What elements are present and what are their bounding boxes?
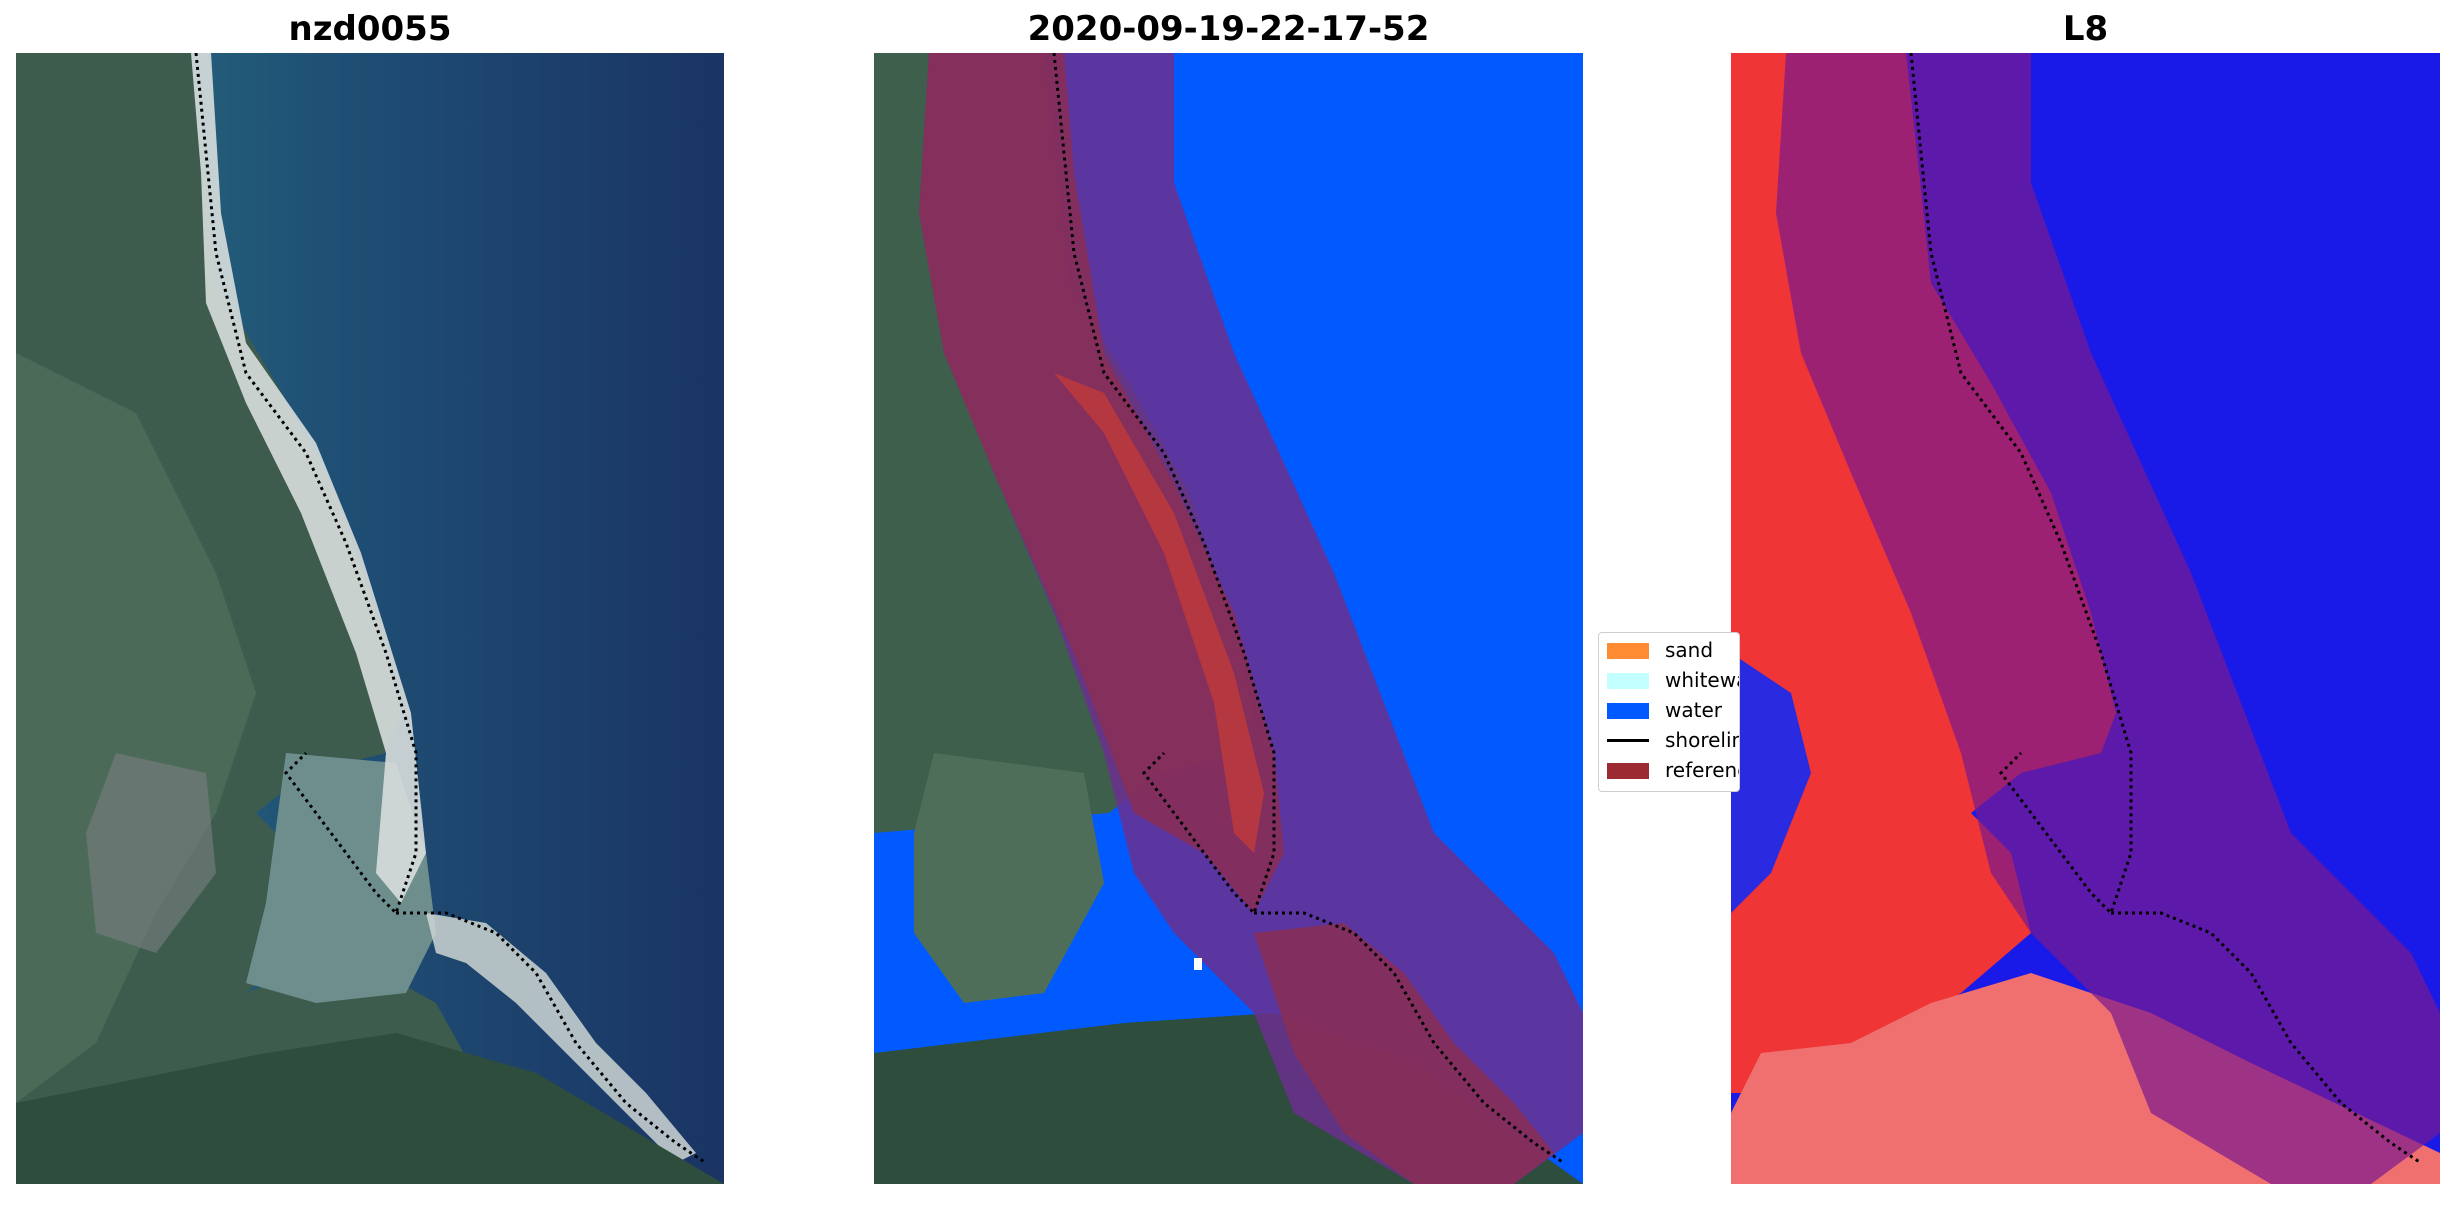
- legend-item-sand: sand: [1599, 636, 1739, 664]
- reference-buffer-swatch: [1607, 763, 1649, 779]
- sand-class-strip: [1054, 373, 1264, 853]
- inland-water-index: [1731, 653, 1811, 913]
- legend-item-water: water: [1599, 696, 1739, 724]
- satellite-image-panel: [16, 53, 724, 1184]
- land-peninsula: [914, 753, 1104, 1003]
- whitewater-pixel: [1194, 958, 1202, 970]
- legend-label: reference shoreline buffer: [1665, 758, 1739, 782]
- bare-ground: [86, 753, 216, 953]
- whitewater-swatch: [1607, 673, 1649, 689]
- legend-label: water: [1665, 698, 1722, 722]
- shoreline-contour: [1909, 53, 2422, 1165]
- panel-title-image: nzd0055: [288, 9, 452, 49]
- classification-image: [874, 53, 1583, 1184]
- legend-label: shoreline: [1665, 728, 1739, 752]
- buffer-over-spit: [1254, 923, 1554, 1184]
- shoreline-contour: [194, 53, 707, 1165]
- index-image: [1731, 53, 2440, 1184]
- legend-item-shoreline: shoreline: [1599, 726, 1739, 754]
- reference-shoreline-buffer: [1776, 53, 2440, 1184]
- legend-item-whitewater: whitewater: [1599, 666, 1739, 694]
- panel-title-classification: 2020-09-19-22-17-52: [1027, 9, 1430, 49]
- sand-beach: [191, 53, 426, 903]
- legend-item-reference-buffer: reference shoreline buffer: [1599, 756, 1739, 784]
- shoreline-line-swatch: [1607, 739, 1649, 742]
- water-swatch: [1607, 703, 1649, 719]
- satellite-image: [16, 53, 724, 1184]
- shoreline-contour: [1052, 53, 1565, 1165]
- sand-spit: [426, 913, 696, 1163]
- sand-swatch: [1607, 643, 1649, 659]
- index-panel: [1731, 53, 2440, 1184]
- classification-panel: [874, 53, 1583, 1184]
- legend: sand whitewater water shoreline referenc…: [1598, 632, 1740, 792]
- southern-land: [16, 1033, 724, 1184]
- legend-label: sand: [1665, 638, 1714, 662]
- land-texture: [16, 353, 256, 1103]
- legend-label: whitewater: [1665, 668, 1739, 692]
- buffer-over-land: [919, 53, 1284, 913]
- panel-title-index: L8: [2062, 9, 2109, 49]
